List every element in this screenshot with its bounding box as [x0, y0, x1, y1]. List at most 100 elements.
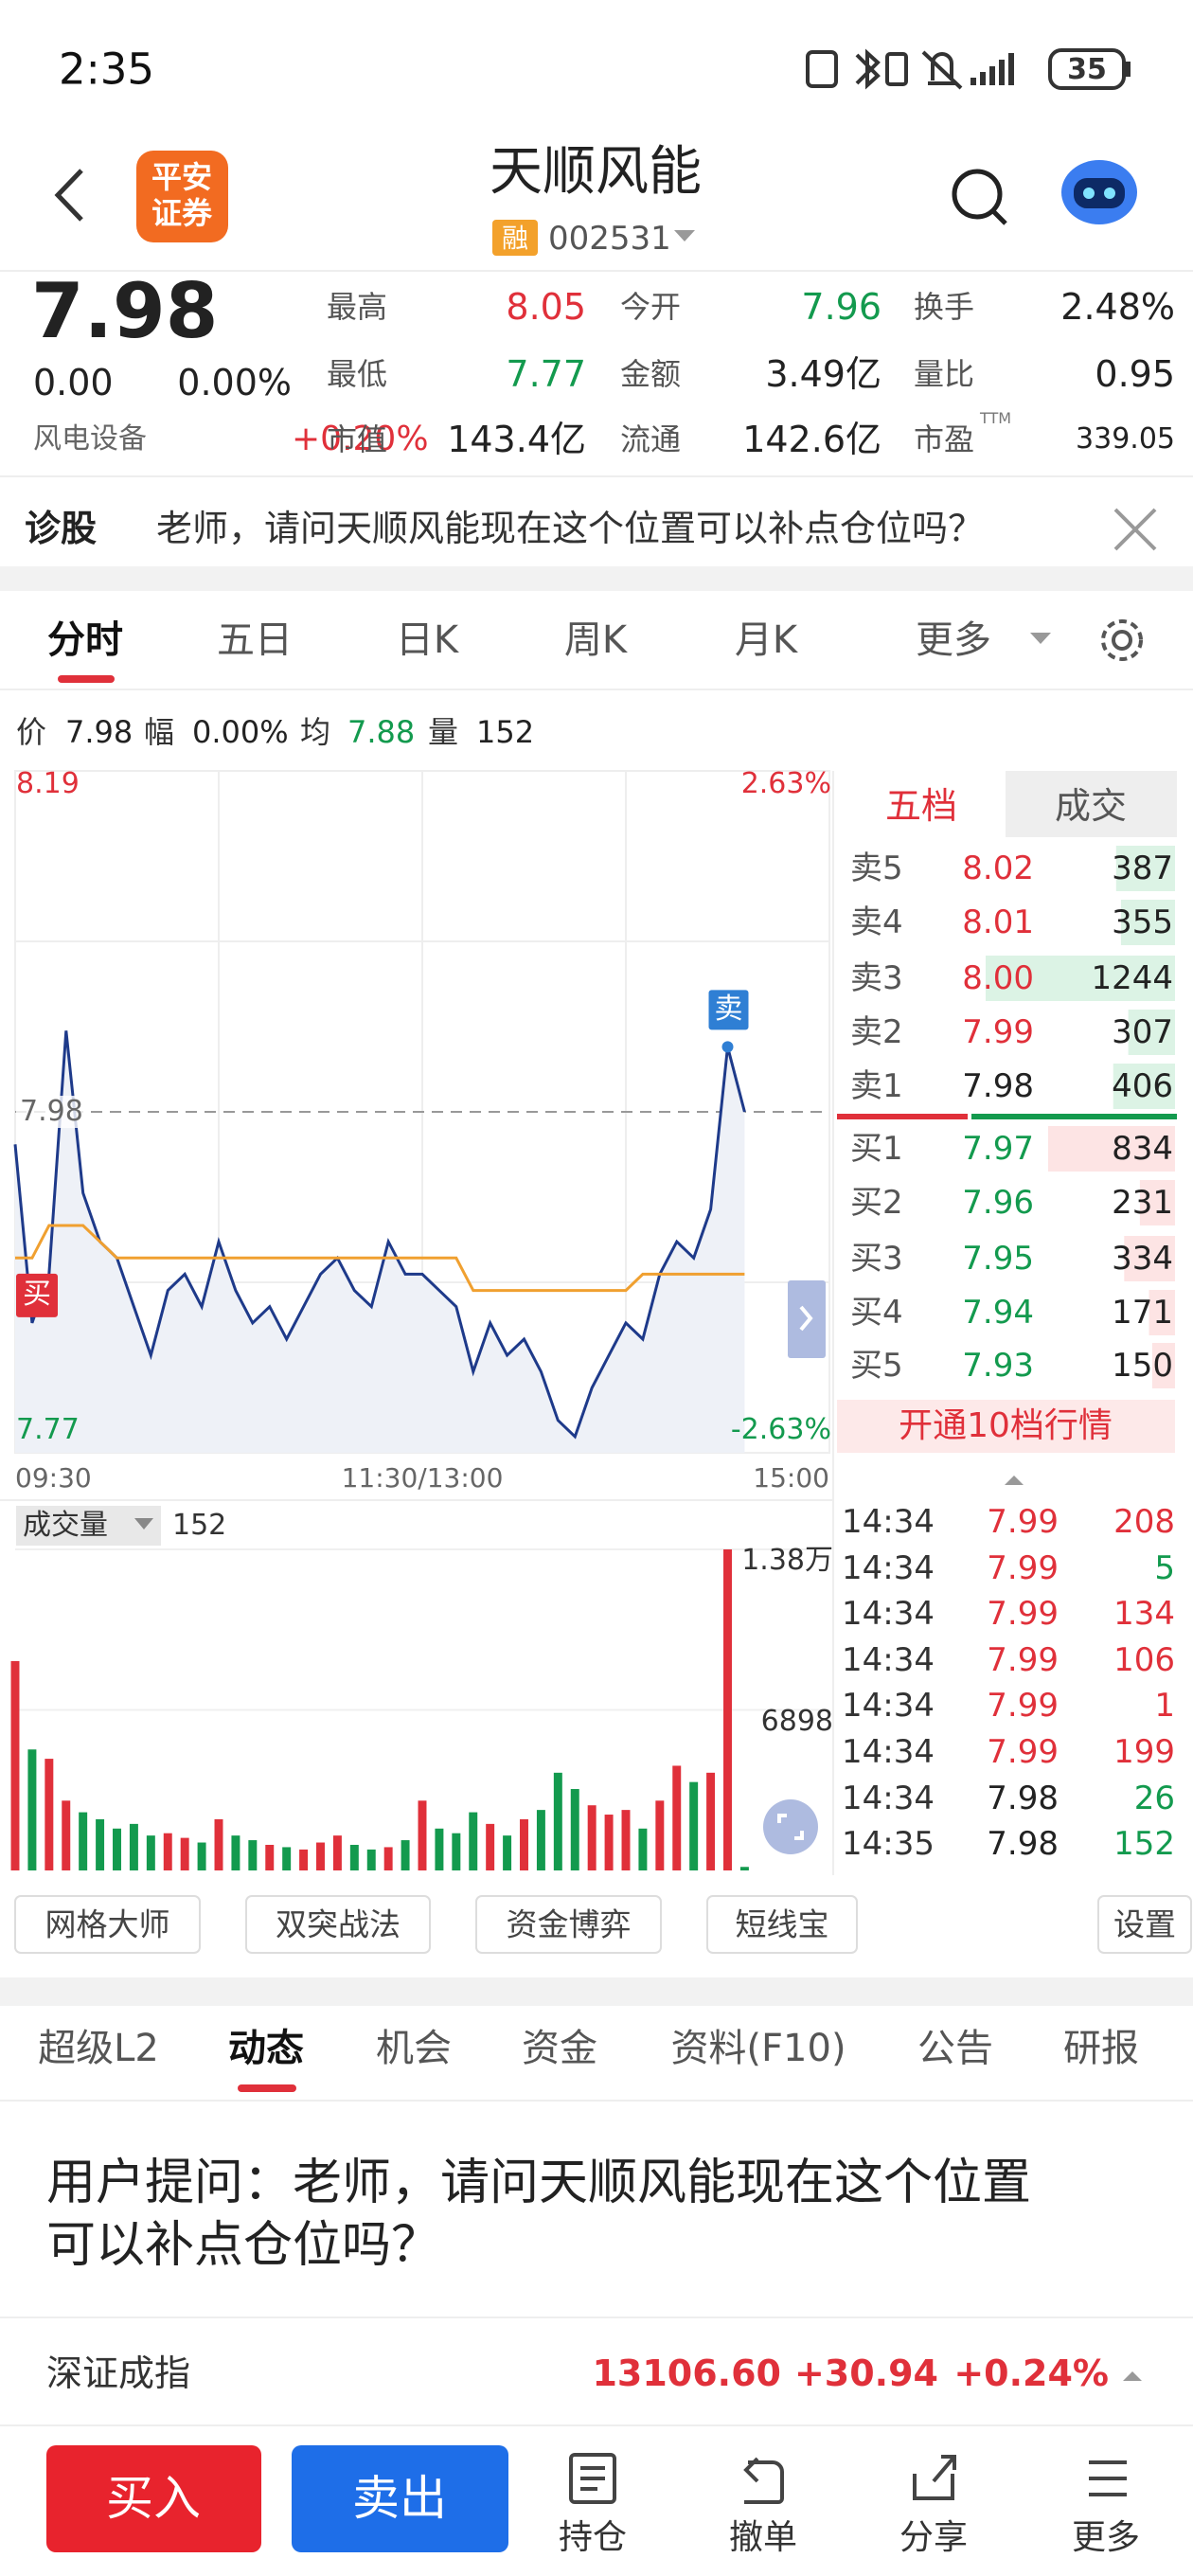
trade-volume: 152	[1113, 1825, 1175, 1864]
volume-bar	[689, 1781, 699, 1870]
close-button[interactable]	[1113, 508, 1157, 551]
stat-value: 8.05	[506, 286, 586, 328]
info-label: 幅	[144, 714, 175, 750]
book-level: 买1	[850, 1130, 903, 1168]
chart-tab[interactable]: 日K	[395, 618, 459, 662]
buy-button[interactable]	[46, 2445, 261, 2552]
stat-label: 金额	[620, 356, 682, 392]
volume-bar	[265, 1844, 275, 1870]
index-value: 13106.60	[592, 2352, 781, 2394]
content-tab[interactable]: 机会	[376, 2027, 452, 2070]
index-toggle[interactable]	[1123, 2371, 1142, 2381]
trade-price: 7.98	[987, 1825, 1059, 1864]
y-tick-label: 7.98	[16, 1096, 87, 1128]
content-tab[interactable]: 研报	[1063, 2027, 1139, 2070]
battery-tip	[1126, 62, 1131, 77]
depth-bar	[1047, 1126, 1175, 1172]
settings-gear[interactable]	[1101, 619, 1143, 661]
nav-label[interactable]: 持仓	[558, 2518, 628, 2557]
nav-label[interactable]: 撤单	[728, 2518, 798, 2557]
y-tick-label: 8.19	[16, 767, 80, 800]
tool-label[interactable]: 双突战法	[276, 1905, 401, 1943]
content-tab[interactable]: 动态	[228, 2027, 304, 2070]
tool-label[interactable]: 资金博弈	[506, 1905, 632, 1943]
content-tab[interactable]: 资料(F10)	[670, 2027, 846, 2070]
stat-label: 今开	[620, 289, 682, 325]
battery-level: 35	[1067, 53, 1107, 86]
book-price: 7.99	[962, 1013, 1034, 1051]
trade-price: 7.99	[987, 1687, 1059, 1726]
trade-time: 14:35	[842, 1825, 935, 1864]
volume-bar	[435, 1828, 444, 1870]
sell-label[interactable]: 卖出	[352, 2471, 447, 2526]
book-volume: 171	[1112, 1294, 1173, 1332]
diagnose-question[interactable]: 老师，请问天顺风能现在这个位置可以补点仓位吗？	[156, 508, 985, 549]
sell-marker	[708, 990, 749, 1030]
chart-tab[interactable]: 更多	[916, 618, 991, 662]
trade-time: 14:34	[842, 1687, 935, 1726]
content-tab[interactable]: 超级L2	[38, 2027, 159, 2070]
volume-bar	[587, 1805, 596, 1870]
code-dropdown[interactable]	[674, 230, 695, 242]
book-tab[interactable]: 成交	[1054, 785, 1128, 827]
expand-button[interactable]	[788, 1280, 826, 1358]
volume-bar	[231, 1835, 240, 1870]
book-volume: 355	[1112, 903, 1173, 941]
volume-bar	[163, 1833, 172, 1870]
volume-bar	[520, 1818, 528, 1870]
book-price: 7.98	[962, 1067, 1034, 1105]
assistant-robot[interactable]	[1061, 160, 1137, 224]
chart-tab[interactable]: 五日	[217, 618, 293, 662]
stat-value: 2.48%	[1060, 286, 1175, 328]
buy-label[interactable]: 买入	[106, 2471, 201, 2526]
tool-label[interactable]: 短线宝	[735, 1905, 829, 1943]
chart-tab[interactable]: 分时	[47, 618, 123, 662]
upgrade-button-bg[interactable]	[837, 1400, 1175, 1453]
trade-volume: 134	[1113, 1595, 1175, 1634]
nav-label[interactable]: 更多	[1071, 2518, 1141, 2557]
volume-bar	[418, 1800, 427, 1870]
tool-button[interactable]	[14, 1895, 201, 1954]
chart-tab[interactable]: 周K	[563, 618, 628, 662]
search-button[interactable]	[952, 169, 1007, 225]
fullscreen-button[interactable]	[763, 1799, 818, 1854]
tool-button[interactable]	[475, 1895, 662, 1954]
trade-volume: 199	[1113, 1733, 1175, 1771]
trade-volume: 208	[1113, 1503, 1175, 1541]
volume-bar	[553, 1772, 562, 1870]
volume-bar	[706, 1772, 716, 1870]
more-dropdown[interactable]	[1030, 633, 1051, 644]
content-tab[interactable]: 公告	[917, 2027, 993, 2070]
chart-tab[interactable]: 月K	[734, 618, 798, 662]
stat-label: 最低	[327, 356, 388, 392]
trade-price: 7.99	[987, 1733, 1059, 1771]
sell-button[interactable]	[292, 2445, 508, 2552]
book-price: 8.00	[962, 959, 1034, 997]
depth-bar	[1124, 1236, 1175, 1281]
info-value: 7.98	[65, 714, 134, 750]
content-tab[interactable]: 资金	[522, 2027, 597, 2070]
info-label: 价	[16, 714, 47, 750]
post-question[interactable]: 用户提问：老师，请问天顺风能现在这个位置可以补点仓位吗？	[46, 2155, 1032, 2274]
buy-marker	[16, 1273, 58, 1317]
back-button[interactable]	[54, 169, 83, 222]
volume-bar	[655, 1800, 665, 1870]
info-value: 7.88	[347, 714, 416, 750]
stat-label: 最高	[327, 289, 388, 325]
volume-bar	[723, 1549, 732, 1870]
stat-value: 143.4亿	[447, 419, 586, 460]
book-tab[interactable]: 五档	[884, 785, 958, 827]
nav-label[interactable]: 分享	[899, 2518, 969, 2557]
tool-button[interactable]	[706, 1895, 858, 1954]
sell-marker-text: 卖	[714, 993, 743, 1027]
tool-button[interactable]	[245, 1895, 431, 1954]
tool-label[interactable]: 网格大师	[45, 1905, 170, 1943]
info-value: 0.00%	[192, 714, 289, 750]
settings-button[interactable]	[1097, 1895, 1192, 1954]
volume-selector[interactable]	[16, 1506, 161, 1546]
settings-label[interactable]: 设置	[1113, 1905, 1176, 1943]
volume-bar	[27, 1749, 37, 1870]
upgrade-button[interactable]: 开通10档行情	[899, 1406, 1113, 1445]
